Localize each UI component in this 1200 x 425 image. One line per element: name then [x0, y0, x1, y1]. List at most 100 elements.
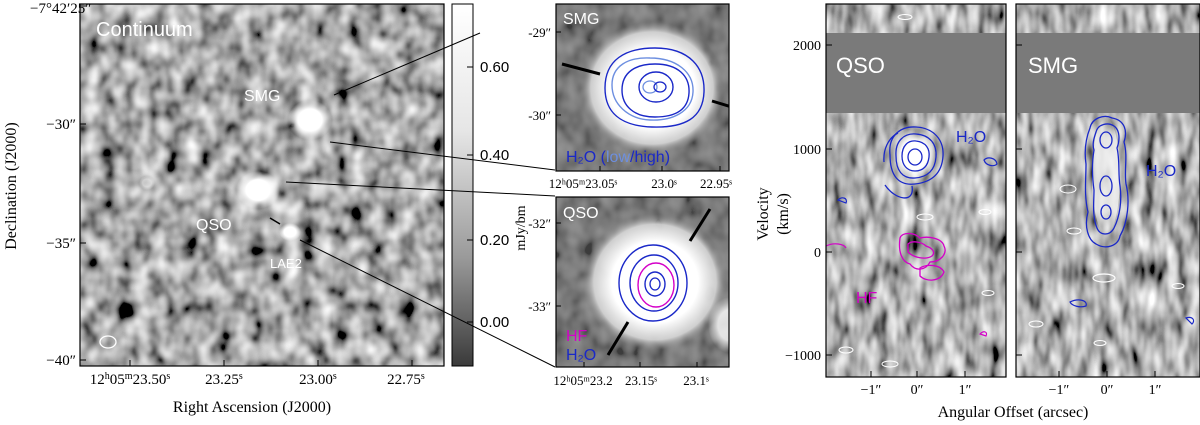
zoom-smg-dec-tick: -29″ [528, 25, 551, 40]
zoom-smg-ticks [556, 31, 721, 171]
dec-top-tick-label: −7°42′25″ [30, 1, 92, 17]
dec-tick-label: −35″ [46, 236, 76, 252]
pv-smg-frame [1015, 3, 1200, 378]
qso-h2o-contour [649, 277, 661, 291]
pv-smg-offset-tick: 0″ [1101, 383, 1114, 398]
zoom-qso-ra-tick: 23.1ˢ [683, 373, 709, 388]
colorbar-tick-label: 0.40 [480, 147, 509, 164]
legend-separator: / [630, 149, 635, 166]
zoom-smg-ra-tick: 12ʰ05ᵐ23.05ˢ [549, 176, 618, 191]
zoom-smg-dec-tick: -30″ [528, 108, 551, 123]
zoom-smg-frame [555, 3, 730, 172]
pv-qso-blank-band [826, 33, 1006, 113]
faint-continuum-source [139, 176, 155, 190]
zoom-qso-dec-tick: -32″ [528, 216, 551, 231]
legend-h2o-prefix: H₂O ( [566, 149, 607, 166]
qso-zoom-emission [583, 214, 727, 350]
ra-tick-label: 22.75s [387, 371, 425, 389]
smg-h2o-contour [621, 63, 690, 118]
dec-axis-label: Declination (J2000) [3, 122, 20, 250]
pv-smg-h2o-contour [1099, 131, 1113, 149]
smg-h2o-contour [604, 47, 705, 128]
pv-smg-negative-contour [1066, 227, 1082, 235]
zoom-qso-legend-hf: HF [566, 328, 588, 345]
qso-slit-marker [606, 321, 630, 356]
pv-smg-offset-tick: −1″ [1049, 383, 1070, 398]
pv-qso-hf-contour [826, 243, 847, 249]
pv-smg-ticks [1016, 44, 1156, 377]
pv-velocity-axis-label-line1: Velocity [755, 187, 772, 240]
pv-qso-frame [825, 3, 1007, 378]
colorbar-gradient [451, 3, 474, 367]
lae2-continuum-source [279, 223, 301, 241]
pv-qso-hf-contour [907, 241, 935, 259]
pv-panel-smg: −1″ 0″ 1″ SMG H₂O [1015, 3, 1200, 398]
zoom-qso-legend-h2o: H₂O [566, 347, 596, 364]
pv-qso-h2o-contour [884, 184, 913, 199]
zoom-connector-lines [285, 32, 556, 368]
pv-smg-h2o-contour [1091, 123, 1122, 235]
smg-label: SMG [244, 88, 280, 105]
pv-smg-h2o-contour [1184, 316, 1195, 325]
qso-h2o-contour [644, 271, 666, 297]
qso-label: QSO [196, 217, 232, 234]
colorbar-ticks [467, 66, 473, 323]
pv-qso-h2o-emission [890, 129, 938, 181]
pv-qso-hf-contour [919, 264, 945, 281]
zoom-smg-ra-tick: 22.95ˢ [700, 176, 732, 191]
ra-axis-label: Right Ascension (J2000) [173, 399, 331, 416]
pv-qso-hf-contour [898, 232, 946, 270]
qso-h2o-contour [629, 254, 679, 312]
pv-qso-h2o-label: H₂O [956, 129, 986, 146]
smg-zoom-emission [580, 22, 724, 154]
pv-qso-h2o-contour [883, 132, 899, 163]
continuum-map-frame [79, 3, 445, 367]
continuum-map: −7°42′25″ −30″ −35″ −40″ 12h05m23.50s 23… [3, 1, 445, 416]
legend-h2o-low: low [606, 149, 630, 166]
pv-velocity-tick: −1000 [785, 349, 821, 364]
legend-h2o-high: high [634, 149, 664, 166]
zoom-qso-dec-tick: -33″ [528, 299, 551, 314]
pv-velocity-axis-label-line2: (km/s) [775, 193, 792, 235]
pv-smg-h2o-contour [1099, 175, 1113, 197]
pv-smg-h2o-contour [1084, 115, 1129, 248]
pv-qso-offset-tick: −1″ [861, 383, 882, 398]
pv-smg-h2o-contour [1069, 299, 1087, 308]
pv-qso-negative-contour [838, 346, 854, 354]
pv-velocity-tick: 2000 [793, 39, 821, 54]
pv-qso-h2o-contour [901, 140, 930, 172]
continuum-title: Continuum [96, 19, 193, 41]
zoom-smg-legend: H₂O (low/high) [566, 149, 670, 166]
pv-smg-negative-contour [1171, 283, 1185, 289]
pv-qso-negative-contour [881, 360, 899, 368]
zoom-panel-smg: -29″ -30″ 12ʰ05ᵐ23.05ˢ 23.0ˢ 22.95ˢ SMG … [528, 3, 732, 191]
pv-smg-negative-contour [1028, 320, 1044, 328]
pv-smg-h2o-contour [1100, 204, 1112, 220]
pv-qso-offset-tick: 0″ [911, 383, 924, 398]
zoom-qso-frame [555, 196, 730, 368]
ra-tick-label: 12h05m23.50s [90, 371, 171, 389]
pv-smg-negative-contour [1092, 273, 1116, 283]
ra-tick-label: 23.25s [205, 371, 243, 389]
smg-h2o-low-contour [611, 57, 694, 121]
qso-hf-contour [637, 262, 675, 308]
zoom-panel-qso: -32″ -33″ 12ʰ05ᵐ23.2 23.15ˢ 23.1ˢ QSO HF… [528, 196, 730, 388]
pv-qso-title: QSO [836, 53, 885, 78]
colorbar-tick-label: 0.00 [480, 314, 509, 331]
continuum-map-ticks [80, 5, 413, 366]
legend-h2o-suffix: ) [665, 149, 670, 166]
ra-tick-label: 23.00s [299, 371, 337, 389]
pv-smg-title: SMG [1028, 53, 1078, 78]
pv-qso-negative-contour [916, 213, 934, 221]
qso-slit-marker [688, 208, 712, 242]
dec-tick-label: −30″ [46, 117, 76, 133]
pv-panel-qso: 2000 1000 0 −1000 −1″ 0″ 1″ Velocity (km… [755, 3, 1007, 398]
pv-qso-offset-tick: 1″ [959, 383, 972, 398]
smg-slit-marker [711, 99, 729, 108]
beam-ellipse-icon [99, 335, 117, 349]
smg-continuum-source [288, 100, 332, 140]
zoom-qso-ra-tick: 23.15ˢ [625, 373, 657, 388]
smg-slit-marker [561, 62, 601, 76]
pv-smg-h2o-label: H₂O [1146, 163, 1176, 180]
